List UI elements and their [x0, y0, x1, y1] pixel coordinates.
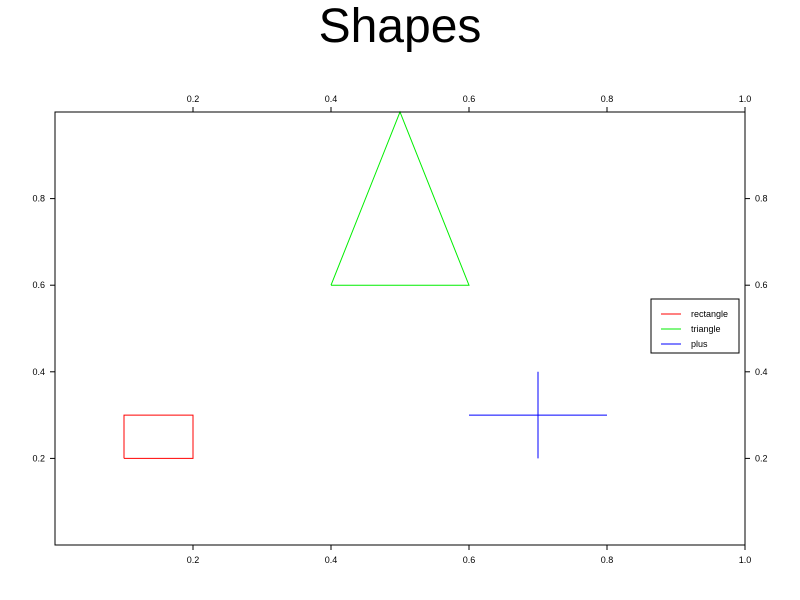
- x-tick-label-top: 0.8: [601, 94, 614, 104]
- y-tick-label-left: 0.4: [32, 367, 45, 377]
- series-layer: [123, 110, 607, 459]
- x-tick-label-top: 0.4: [325, 94, 338, 104]
- x-tick-label-top: 0.6: [463, 94, 476, 104]
- y-tick-label-right: 0.8: [755, 194, 768, 204]
- plot-frame: [54, 111, 746, 546]
- series-triangle-line: [330, 110, 470, 286]
- y-tick-label-left: 0.8: [32, 194, 45, 204]
- x-tick-label-bottom: 1.0: [739, 555, 752, 565]
- x-tick-label-bottom: 0.8: [601, 555, 614, 565]
- y-tick-label-right: 0.4: [755, 367, 768, 377]
- series-rectangle-line: [123, 414, 194, 459]
- legend-label-rectangle: rectangle: [691, 309, 728, 319]
- legend-label-plus: plus: [691, 339, 708, 349]
- x-tick-label-bottom: 0.6: [463, 555, 476, 565]
- y-tick-label-right: 0.2: [755, 453, 768, 463]
- y-tick-label-left: 0.2: [32, 453, 45, 463]
- chart-title: Shapes: [318, 0, 482, 53]
- legend-label-triangle: triangle: [691, 324, 721, 334]
- x-tick-label-top: 0.2: [187, 94, 200, 104]
- x-tick-label-bottom: 0.2: [187, 555, 200, 565]
- legend: rectangle triangle plus: [650, 298, 740, 354]
- x-tick-label-bottom: 0.4: [325, 555, 338, 565]
- axes-layer: 0.2 0.2 0.4 0.4 0.6 0.6 0.8 0.8 1.0 1.0 0.2 0.2 0.4 0…: [32, 94, 767, 565]
- y-tick-label-right: 0.6: [755, 280, 768, 290]
- x-tick-label-top: 1.0: [739, 94, 752, 104]
- y-tick-label-left: 0.6: [32, 280, 45, 290]
